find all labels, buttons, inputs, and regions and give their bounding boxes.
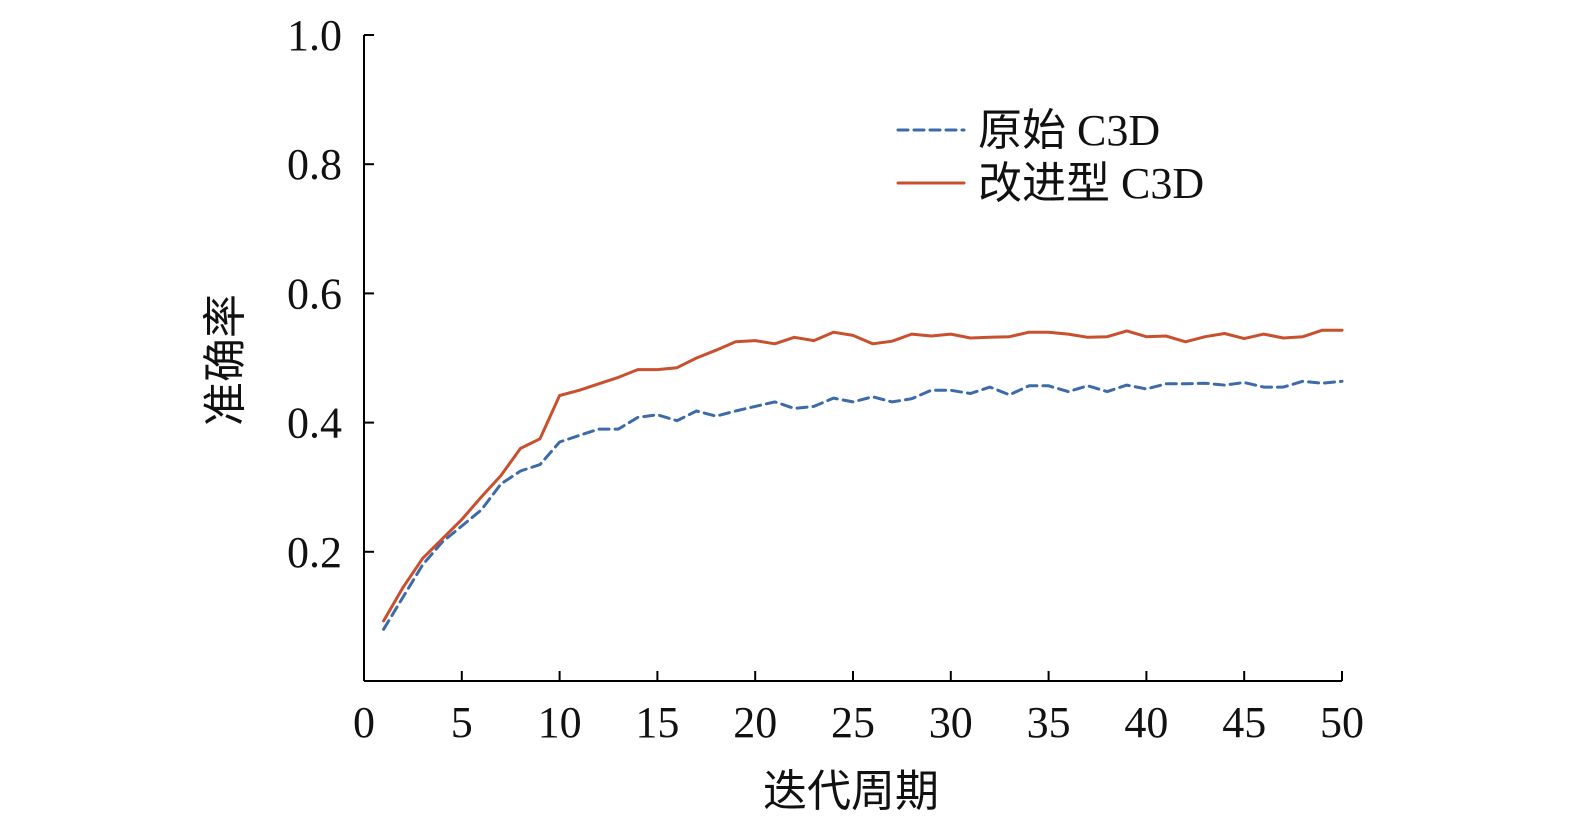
legend-label-original: 原始 C3D xyxy=(978,106,1160,155)
x-tick-label: 45 xyxy=(1222,698,1266,747)
x-tick-label: 20 xyxy=(733,698,777,747)
y-axis-label: 准确率 xyxy=(200,294,251,426)
y-tick-label: 0.2 xyxy=(287,528,342,577)
y-tick-label: 0.4 xyxy=(287,399,342,448)
x-axis-label: 迭代周期 xyxy=(763,766,939,817)
x-tick-label: 35 xyxy=(1027,698,1071,747)
x-tick-label: 40 xyxy=(1124,698,1168,747)
x-tick-label: 25 xyxy=(831,698,875,747)
x-tick-label: 30 xyxy=(929,698,973,747)
axes xyxy=(363,35,1342,682)
x-ticks: 0 5 10 15 20 25 30 35 40 45 50 xyxy=(353,671,1364,747)
y-tick-label: 1.0 xyxy=(287,11,342,60)
legend: 原始 C3D 改进型 C3D xyxy=(896,106,1204,208)
y-tick-label: 0.8 xyxy=(287,140,342,189)
legend-label-improved: 改进型 C3D xyxy=(978,159,1204,208)
x-tick-label: 10 xyxy=(538,698,582,747)
x-tick-label: 5 xyxy=(451,698,473,747)
x-tick-label: 50 xyxy=(1320,698,1364,747)
y-tick-label: 0.6 xyxy=(287,269,342,318)
series-line-original-c3d xyxy=(382,379,1344,631)
x-tick-label: 15 xyxy=(635,698,679,747)
y-ticks: 0.2 0.4 0.6 0.8 1.0 xyxy=(287,11,374,577)
x-tick-label: 0 xyxy=(353,698,375,747)
series-line-improved-c3d xyxy=(382,328,1344,623)
series-layer xyxy=(382,328,1344,631)
